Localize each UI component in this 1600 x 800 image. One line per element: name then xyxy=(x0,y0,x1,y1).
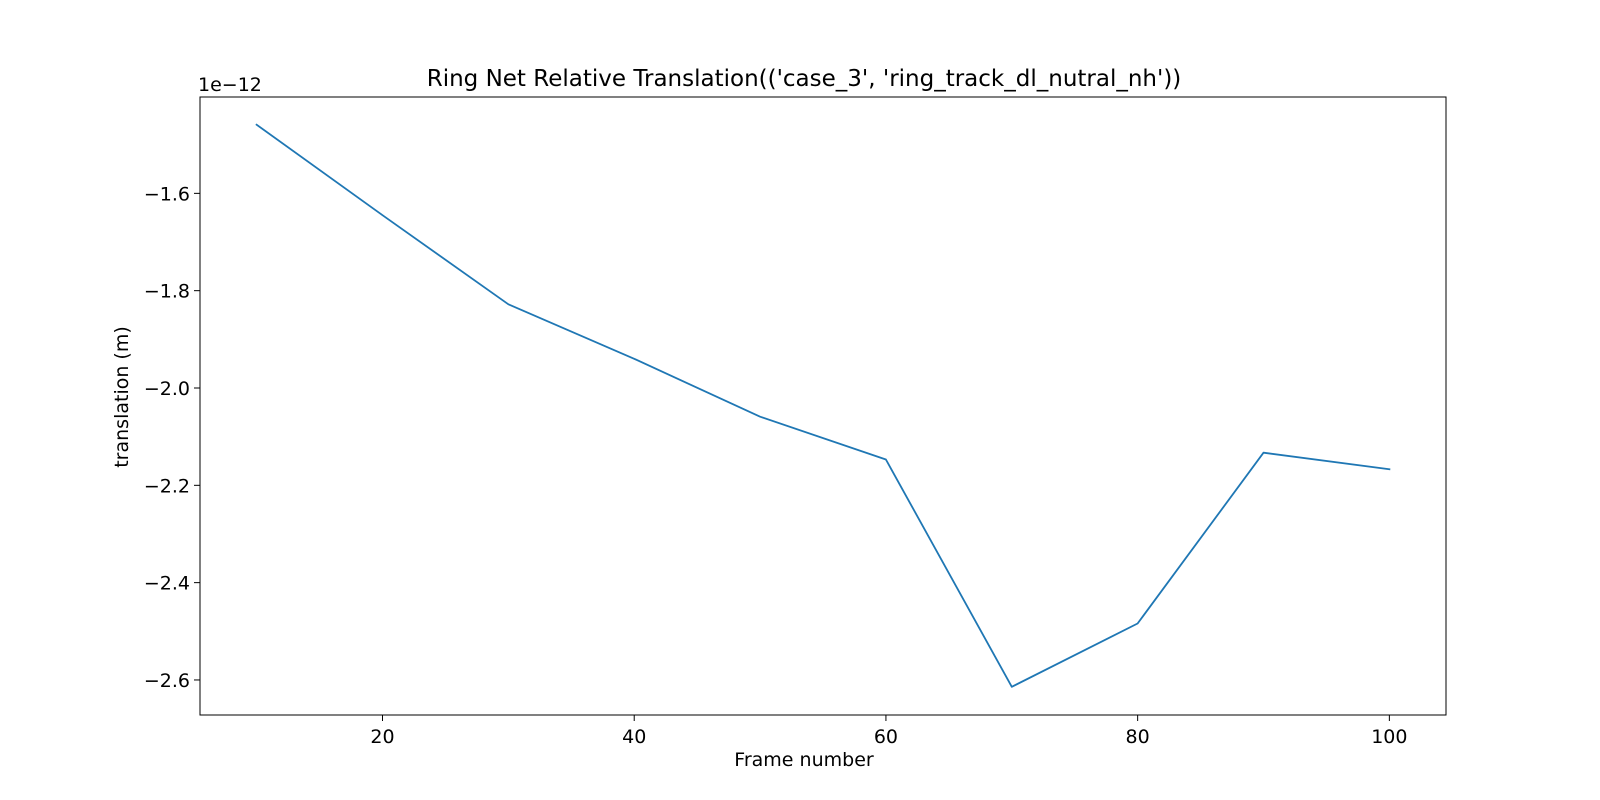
plot-area xyxy=(199,96,1447,716)
x-axis-label: Frame number xyxy=(734,749,874,771)
y-tick-label: −1.6 xyxy=(144,183,190,205)
y-tick-label: −2.6 xyxy=(144,670,190,692)
x-tick-label: 80 xyxy=(1126,726,1150,748)
x-tick-label: 40 xyxy=(622,726,646,748)
y-axis: −1.6 −1.8 −2.0 −2.2 −2.4 −2.6 xyxy=(144,183,200,692)
series-line-1 xyxy=(255,123,1391,688)
y-tick-label: −2.2 xyxy=(144,475,190,497)
x-tick-label: 100 xyxy=(1371,726,1407,748)
y-tick-label: −2.4 xyxy=(144,573,190,595)
y-axis-label: translation (m) xyxy=(111,326,133,468)
x-tick-label: 60 xyxy=(874,726,898,748)
x-tick-label: 20 xyxy=(370,726,394,748)
x-axis: 20 40 60 80 100 xyxy=(370,715,1407,748)
y-tick-label: −2.0 xyxy=(144,378,190,400)
y-axis-offset-label: 1e−12 xyxy=(198,74,262,96)
chart-title: Ring Net Relative Translation(('case_3',… xyxy=(427,66,1182,92)
plot-frame xyxy=(199,96,1447,716)
y-tick-label: −1.8 xyxy=(144,281,190,303)
